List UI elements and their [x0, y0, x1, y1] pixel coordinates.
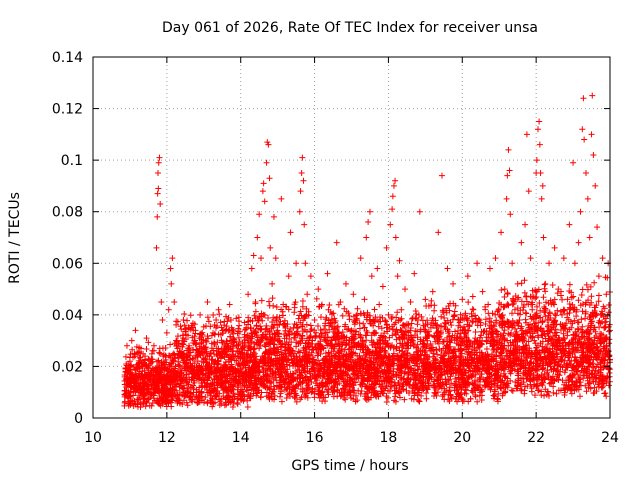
background-point — [561, 335, 568, 342]
background-point — [234, 399, 241, 406]
background-point — [485, 310, 492, 317]
background-point — [299, 298, 306, 305]
background-point — [588, 293, 595, 300]
background-point — [490, 392, 497, 399]
background-point — [162, 344, 169, 351]
background-point — [252, 308, 259, 315]
background-point — [531, 392, 538, 399]
background-point — [605, 309, 612, 316]
background-point — [465, 299, 472, 306]
background-point — [579, 286, 586, 293]
background-point — [578, 292, 585, 299]
background-point — [360, 320, 367, 327]
background-point — [521, 277, 528, 284]
background-point — [469, 293, 476, 300]
background-point — [265, 314, 272, 321]
background-point — [409, 315, 416, 322]
grid-lines — [93, 57, 610, 418]
background-point — [205, 318, 212, 325]
background-point — [423, 395, 430, 402]
background-point — [204, 400, 211, 407]
background-point — [469, 306, 476, 313]
background-point — [145, 339, 152, 346]
background-point — [529, 306, 536, 313]
background-point — [181, 310, 188, 317]
background-point — [177, 323, 184, 330]
background-point — [483, 346, 490, 353]
background-point — [431, 307, 438, 314]
background-point — [234, 401, 241, 408]
background-point — [207, 323, 214, 330]
background-point — [330, 393, 337, 400]
background-point — [584, 286, 591, 293]
background-point — [163, 403, 170, 410]
background-point — [560, 307, 567, 314]
background-point — [266, 298, 273, 305]
background-point — [155, 357, 162, 364]
background-point — [412, 308, 419, 315]
background-point — [270, 314, 277, 321]
background-point — [518, 280, 525, 287]
background-point — [541, 392, 548, 399]
background-point — [495, 307, 502, 314]
background-point — [523, 293, 530, 300]
background-point — [339, 312, 346, 319]
background-point — [311, 394, 318, 401]
background-point — [143, 345, 150, 352]
background-point — [258, 297, 265, 304]
background-point — [198, 330, 205, 337]
background-point — [595, 292, 602, 299]
background-point — [307, 322, 314, 329]
background-point — [371, 306, 378, 313]
background-point — [317, 326, 324, 333]
background-point — [356, 325, 363, 332]
background-point — [382, 318, 389, 325]
background-point — [501, 293, 508, 300]
background-point — [149, 347, 156, 354]
background-point — [498, 286, 505, 293]
background-point — [577, 393, 584, 400]
background-point — [591, 279, 598, 286]
chart-title: Day 061 of 2026, Rate Of TEC Index for r… — [162, 20, 538, 36]
background-point — [263, 322, 270, 329]
background-point — [269, 295, 276, 302]
background-point — [167, 341, 174, 348]
background-point — [270, 302, 277, 309]
background-point — [257, 393, 264, 400]
background-point — [281, 317, 288, 324]
background-point — [415, 396, 422, 403]
background-point — [184, 402, 191, 409]
background-point — [330, 310, 337, 317]
background-point — [187, 312, 194, 319]
background-point — [314, 322, 321, 329]
background-point — [542, 288, 549, 295]
background-point — [472, 328, 479, 335]
background-point — [605, 301, 612, 308]
background-point — [522, 316, 529, 323]
background-point — [486, 315, 493, 322]
background-point — [156, 345, 163, 352]
background-point — [244, 403, 251, 410]
background-point — [383, 398, 390, 405]
background-point — [210, 312, 217, 319]
background-point — [216, 311, 223, 318]
background-point — [424, 317, 431, 324]
background-point — [446, 384, 453, 391]
background-point — [326, 301, 333, 308]
background-point — [121, 399, 128, 406]
background-point — [122, 353, 129, 360]
background-point — [550, 389, 557, 396]
background-point — [156, 349, 163, 356]
background-point — [313, 295, 320, 302]
background-point — [354, 305, 361, 312]
background-point — [233, 315, 240, 322]
data-points — [121, 92, 613, 411]
background-point — [335, 329, 342, 336]
background-point — [416, 398, 423, 405]
background-point — [414, 321, 421, 328]
